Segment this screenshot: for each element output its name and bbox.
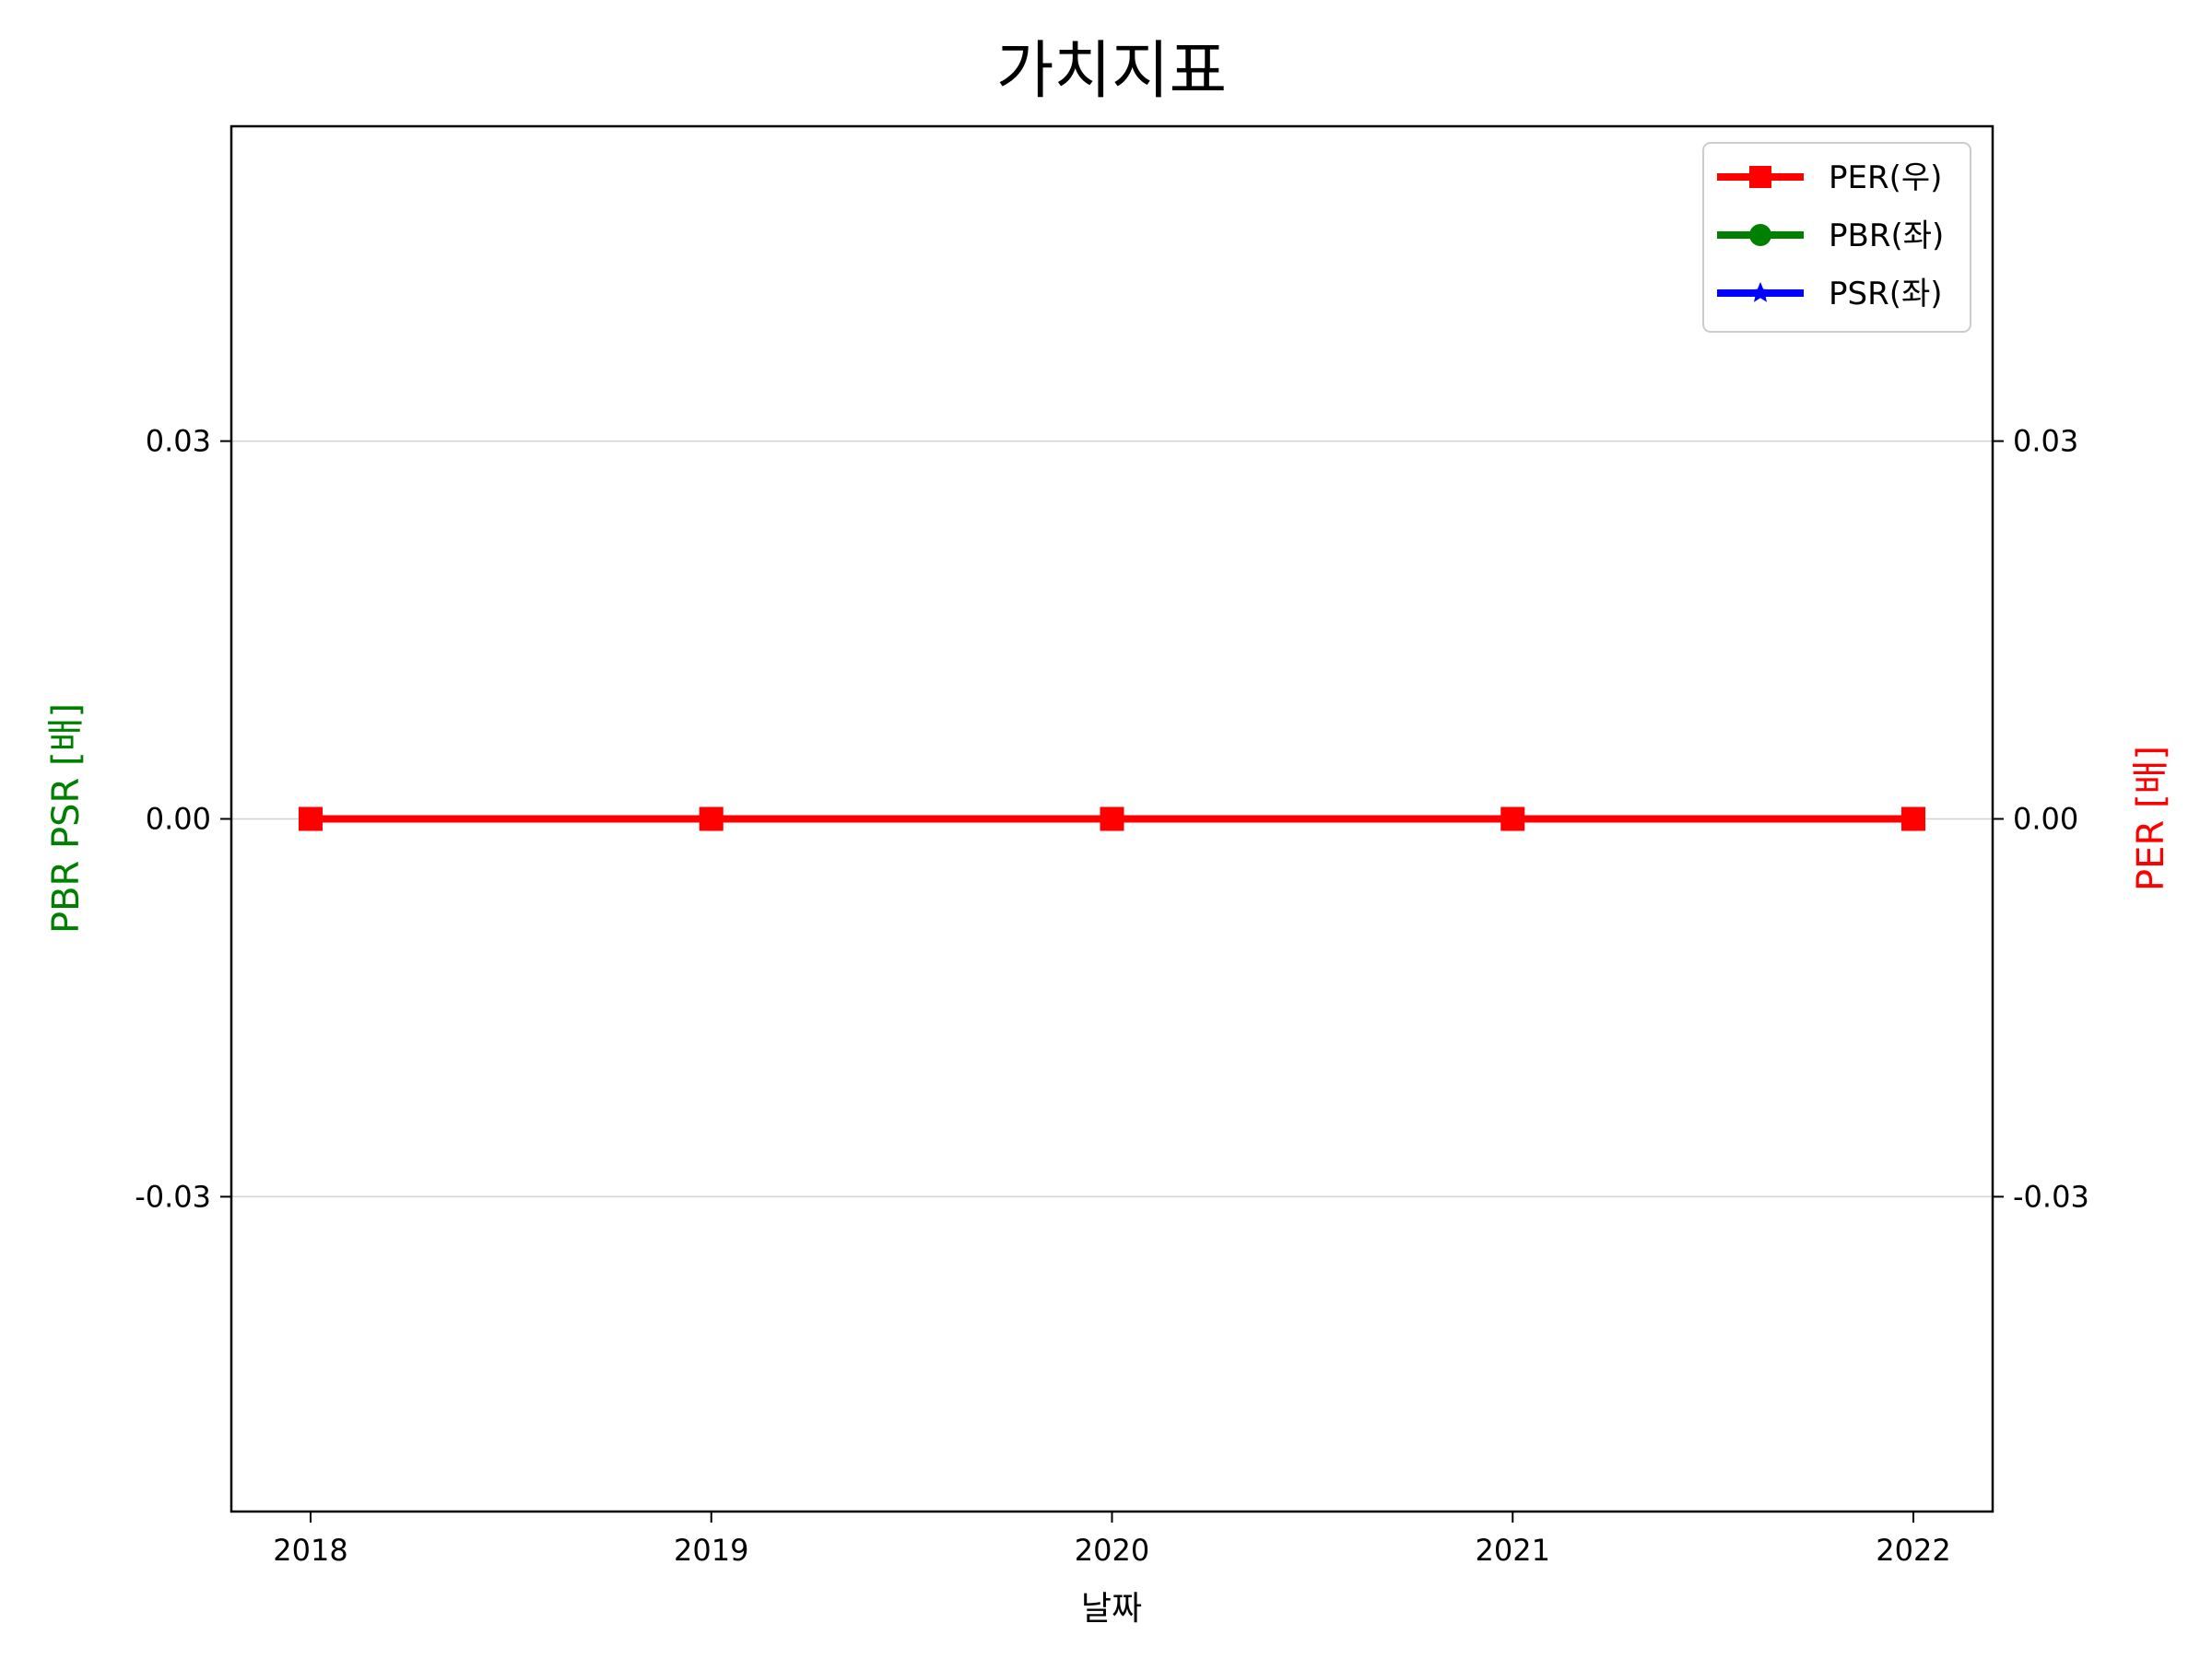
left-y-tick-label: -0.03 [135,1179,211,1214]
legend-label: PER(우) [1829,159,1942,196]
x-axis-label: 날짜 [1081,1590,1142,1628]
left-y-axis: 0.03 0.00 -0.03 [135,424,231,1214]
legend-item: PBR(좌) [1717,218,1944,254]
legend-item: PSR(좌) [1717,276,1943,312]
data-point [1901,806,1925,831]
right-y-tick-label: 0.00 [2013,802,2078,837]
legend-label: PSR(좌) [1829,276,1943,312]
legend-box [1702,142,1971,333]
data-point [1100,806,1124,831]
data-point [299,806,323,831]
data-point [1500,806,1525,831]
legend-marker [1749,224,1771,246]
right-y-tick-label: -0.03 [2013,1179,2089,1214]
right-y-axis: 0.03 0.00 -0.03 [1993,424,2089,1214]
left-y-tick-label: 0.03 [146,424,211,459]
x-tick-label: 2020 [1075,1533,1149,1568]
x-tick-label: 2018 [273,1533,347,1568]
legend-label: PBR(좌) [1829,218,1944,254]
x-tick-label: 2019 [674,1533,748,1568]
left-y-tick-label: 0.00 [146,802,211,837]
left-y-axis-label: PBR PSR [배] [45,703,88,934]
legend-item: PER(우) [1717,159,1942,196]
data-point [699,806,724,831]
x-tick-label: 2021 [1476,1533,1550,1568]
series-layer [299,806,1925,831]
chart-title: 가치지표 [996,35,1227,108]
x-axis: 2018 2019 2020 2021 2022 [273,1512,1951,1568]
series-PER(우) [299,806,1925,831]
legend: PER(우) PBR(좌) PSR(좌) [1702,142,1971,333]
legend-marker [1749,166,1771,188]
legend-marker [1749,282,1771,302]
right-y-axis-label: PER [배] [2130,746,2172,891]
right-y-tick-label: 0.03 [2013,424,2078,459]
legend-items: PER(우) PBR(좌) PSR(좌) [1717,159,1944,312]
x-tick-label: 2022 [1876,1533,1950,1568]
